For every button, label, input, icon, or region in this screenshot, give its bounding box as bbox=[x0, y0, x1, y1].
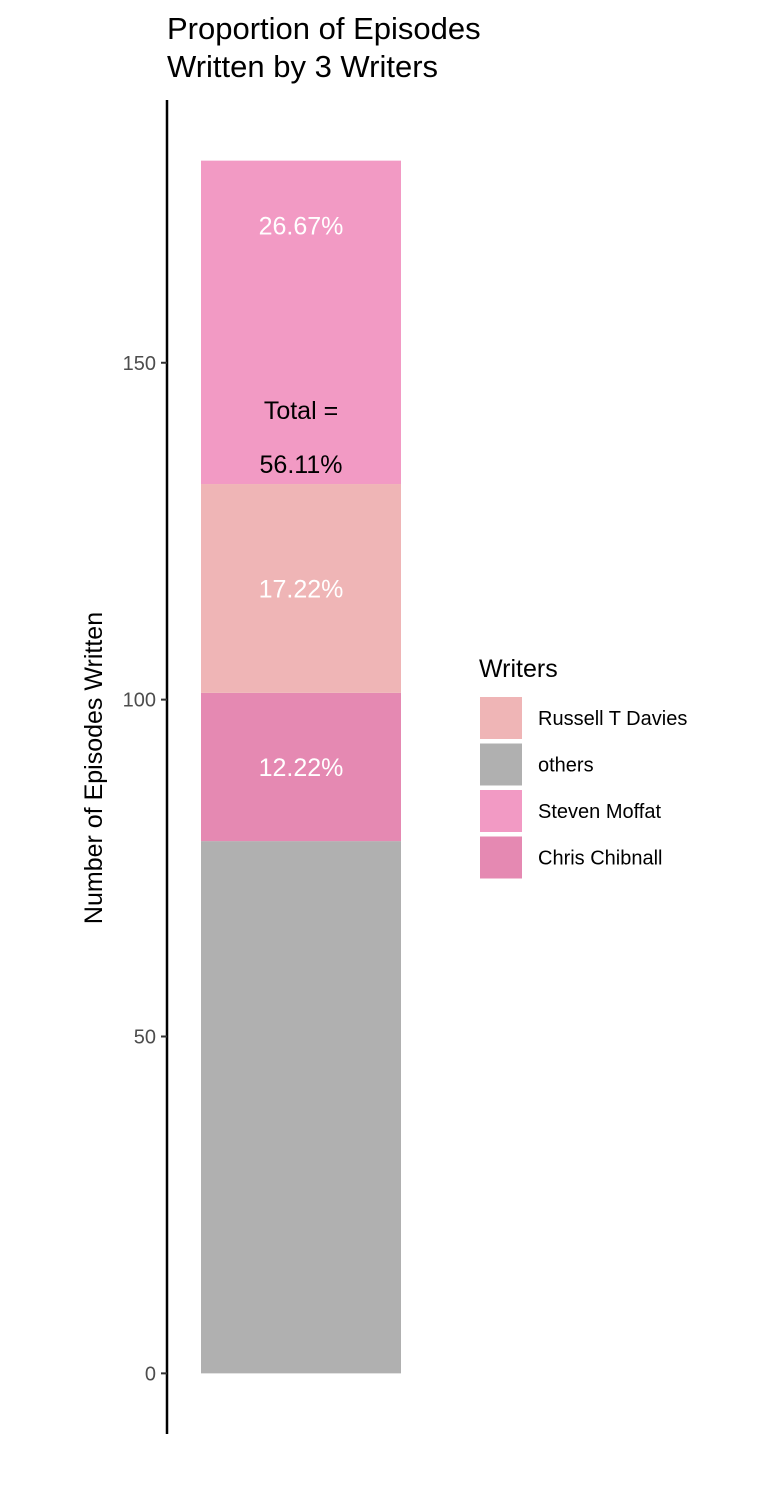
bar-segment bbox=[201, 484, 401, 693]
y-tick-label: 0 bbox=[145, 1363, 156, 1385]
bar-segment bbox=[201, 692, 401, 842]
legend-key bbox=[480, 790, 522, 832]
legend-title: Writers bbox=[479, 655, 558, 683]
y-axis-title: Number of Episodes Written bbox=[80, 612, 108, 924]
y-tick-label: 150 bbox=[123, 353, 156, 375]
bar-segment bbox=[201, 841, 401, 1374]
total-annotation: Total = 56.11% bbox=[260, 397, 343, 479]
segment-label: 26.67% bbox=[259, 212, 344, 240]
legend-label: Chris Chibnall bbox=[538, 848, 663, 870]
legend-label: Russell T Davies bbox=[538, 708, 687, 730]
legend: Writers Russell T Davies others Steven Mof… bbox=[479, 655, 687, 879]
segment-label: 17.22% bbox=[259, 575, 344, 603]
chart-title: Proportion of Episodes Written by 3 Writ… bbox=[167, 11, 481, 84]
legend-label: others bbox=[538, 755, 594, 777]
legend-label: Steven Moffat bbox=[538, 801, 661, 823]
y-tick-label: 100 bbox=[123, 690, 156, 712]
legend-key bbox=[480, 836, 522, 879]
y-tick-label: 50 bbox=[134, 1026, 156, 1048]
bar-stack bbox=[201, 160, 401, 1374]
chart-title-line-1: Proportion of Episodes bbox=[167, 11, 481, 46]
bar-segment bbox=[201, 160, 401, 485]
segment-labels: 12.22% 17.22% 26.67% bbox=[259, 212, 344, 782]
total-annotation-line: 56.11% bbox=[260, 451, 343, 479]
segment-label: 12.22% bbox=[259, 754, 344, 782]
chart-title-line-2: Written by 3 Writers bbox=[167, 49, 438, 84]
total-annotation-line: Total = bbox=[264, 397, 338, 425]
legend-key bbox=[480, 697, 522, 739]
legend-key bbox=[480, 743, 522, 786]
y-axis: 0 50 100 150 bbox=[123, 100, 169, 1434]
